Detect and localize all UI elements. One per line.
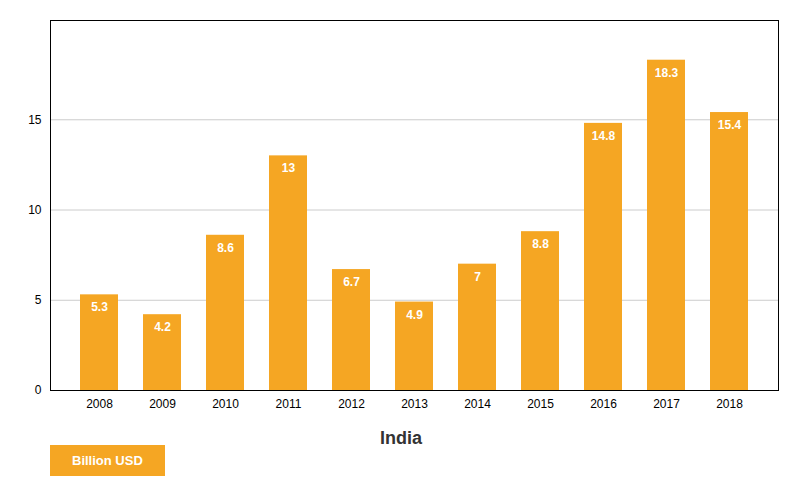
svg-text:2010: 2010: [212, 397, 239, 411]
svg-text:2009: 2009: [149, 397, 176, 411]
svg-text:2012: 2012: [338, 397, 365, 411]
svg-text:15: 15: [28, 113, 42, 127]
svg-text:4.2: 4.2: [154, 320, 171, 334]
svg-text:5.3: 5.3: [91, 300, 108, 314]
html-text:India: India: [380, 428, 422, 448]
svg-text:8.6: 8.6: [217, 241, 234, 255]
svg-text:2017: 2017: [653, 397, 680, 411]
html-text:Billion USD: Billion USD: [72, 453, 143, 468]
svg-text:4.9: 4.9: [406, 308, 423, 322]
svg-text:8.8: 8.8: [532, 237, 549, 251]
svg-text:0: 0: [35, 383, 42, 397]
svg-text:2015: 2015: [527, 397, 554, 411]
svg-text:14.8: 14.8: [592, 129, 616, 143]
svg-text:10: 10: [28, 203, 42, 217]
svg-text:15.4: 15.4: [718, 118, 742, 132]
svg-text:6.7: 6.7: [343, 275, 360, 289]
svg-text:5: 5: [35, 293, 42, 307]
svg-text:2008: 2008: [86, 397, 113, 411]
svg-text:2018: 2018: [716, 397, 743, 411]
svg-text:18.3: 18.3: [655, 66, 679, 80]
svg-text:13: 13: [282, 161, 296, 175]
svg-text:2014: 2014: [464, 397, 491, 411]
svg-text:2016: 2016: [590, 397, 617, 411]
svg-text:7: 7: [474, 270, 481, 284]
svg-text:2011: 2011: [276, 397, 302, 411]
svg-text:2013: 2013: [401, 397, 428, 411]
